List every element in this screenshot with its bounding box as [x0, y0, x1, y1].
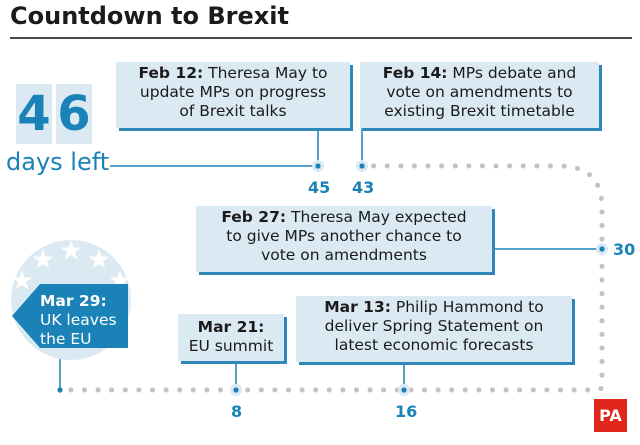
event-feb12-date: Feb 12: [138, 64, 204, 82]
marker-8 [230, 384, 242, 396]
event-feb27-date: Feb 27: [221, 208, 287, 226]
event-mar21: Mar 21: EU summit [178, 314, 284, 361]
event-feb12: Feb 12: Theresa May to update MPs on pro… [116, 62, 350, 128]
countdown-digit-1: 4 [16, 84, 52, 144]
event-mar13-line2: deliver Spring Statement on [324, 317, 544, 335]
marker-45-label: 45 [308, 178, 331, 197]
pa-logo: PA [594, 399, 627, 432]
event-mar13-date: Mar 13: [324, 298, 391, 316]
marker-45 [312, 160, 324, 172]
marker-30-label: 30 [613, 240, 636, 259]
event-feb14-line3: existing Brexit timetable [384, 102, 575, 120]
marker-43-label: 43 [352, 178, 375, 197]
page-title: Countdown to Brexit [10, 2, 289, 30]
event-mar21-line2: EU summit [188, 337, 274, 355]
event-feb27-line3: vote on amendments [261, 246, 427, 264]
marker-43 [356, 160, 368, 172]
marker-16 [398, 384, 410, 396]
event-feb27-line1: Theresa May expected [286, 208, 467, 226]
event-feb27-line2: to give MPs another chance to [226, 227, 462, 245]
event-feb12-line3: of Brexit talks [179, 102, 287, 120]
event-mar29-line2: UK leaves [40, 311, 117, 329]
event-feb12-line1: Theresa May to [203, 64, 328, 82]
countdown-caption: days left [6, 148, 110, 176]
marker-start [57, 387, 63, 393]
event-feb27: Feb 27: Theresa May expected to give MPs… [196, 206, 492, 272]
title-divider [10, 37, 632, 39]
event-mar29-date: Mar 29: [40, 292, 107, 310]
event-mar29: Mar 29: UK leaves the EU [40, 292, 117, 349]
event-feb14-date: Feb 14: [382, 64, 448, 82]
timeline-dotted-path [57, 163, 605, 393]
event-mar13-line1: Philip Hammond to [390, 298, 544, 316]
event-mar21-date: Mar 21: [197, 318, 265, 336]
event-feb14: Feb 14: MPs debate and vote on amendment… [360, 62, 599, 128]
marker-30 [596, 243, 608, 255]
marker-16-label: 16 [395, 402, 418, 421]
event-mar29-line3: the EU [40, 330, 92, 348]
event-mar13: Mar 13: Philip Hammond to deliver Spring… [296, 296, 572, 362]
event-feb14-line2: vote on amendments to [386, 83, 573, 101]
event-feb12-line2: update MPs on progress [139, 83, 327, 101]
mar29-arrow-badge [12, 284, 128, 348]
countdown-digit-2: 6 [56, 84, 92, 144]
event-mar13-line3: latest economic forecasts [334, 336, 534, 354]
event-feb14-line1: MPs debate and [447, 64, 577, 82]
marker-8-label: 8 [231, 402, 243, 421]
